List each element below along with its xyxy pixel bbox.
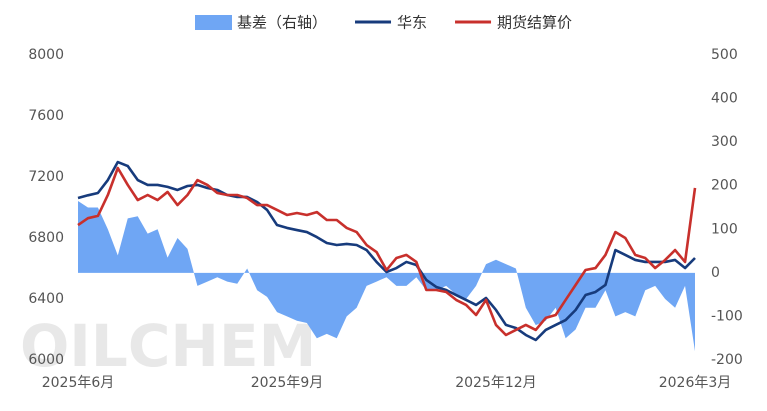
y2-tick-label: 100 xyxy=(711,221,738,237)
basis-area xyxy=(78,200,695,352)
y2-tick-label: 500 xyxy=(711,47,738,63)
y-tick-label: 8000 xyxy=(28,47,64,63)
x-tick-label: 2026年3月 xyxy=(659,375,732,391)
legend-label: 华东 xyxy=(397,14,427,32)
y2-tick-label: 300 xyxy=(711,134,738,150)
y-tick-label: 7200 xyxy=(28,169,64,185)
x-tick-label: 2025年12月 xyxy=(455,375,536,391)
legend-swatch xyxy=(195,15,232,30)
y2-tick-label: 0 xyxy=(711,265,720,281)
watermark: OILCHEM xyxy=(20,312,316,380)
y2-tick-label: -200 xyxy=(711,352,743,368)
y-tick-label: 7600 xyxy=(28,108,64,124)
series-line xyxy=(77,166,697,337)
y2-tick-label: 400 xyxy=(711,91,738,107)
y-tick-label: 6800 xyxy=(28,230,64,246)
y2-tick-label: 200 xyxy=(711,178,738,194)
legend-label: 期货结算价 xyxy=(497,14,572,32)
x-tick-label: 2025年9月 xyxy=(251,375,324,391)
x-tick-label: 2025年6月 xyxy=(42,375,115,391)
y2-tick-label: -100 xyxy=(711,308,743,324)
series-line xyxy=(77,160,696,342)
y-tick-label: 6000 xyxy=(28,352,64,368)
y-tick-label: 6400 xyxy=(28,291,64,307)
legend-label: 基差（右轴） xyxy=(237,14,327,32)
